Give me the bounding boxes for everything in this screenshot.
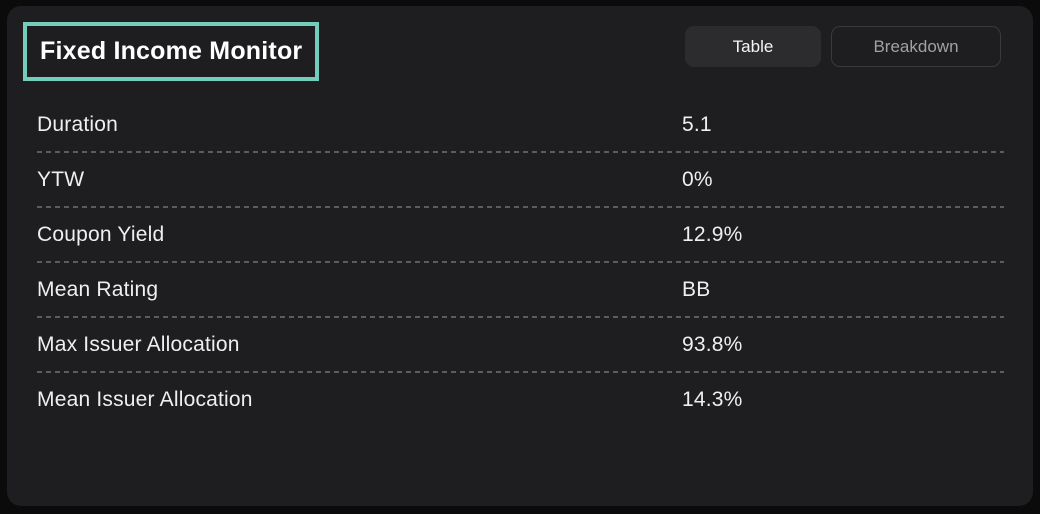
metric-label: YTW bbox=[37, 168, 85, 191]
table-row-mean-rating: Mean Rating BB bbox=[37, 263, 1004, 318]
metric-label: Duration bbox=[37, 113, 118, 136]
table-row-duration: Duration 5.1 bbox=[37, 98, 1004, 153]
page-title: Fixed Income Monitor bbox=[40, 37, 303, 65]
table-row-coupon-yield: Coupon Yield 12.9% bbox=[37, 208, 1004, 263]
tab-breakdown[interactable]: Breakdown bbox=[831, 26, 1001, 67]
table-row-mean-issuer-allocation: Mean Issuer Allocation 14.3% bbox=[37, 373, 1004, 428]
metric-label: Mean Rating bbox=[37, 278, 159, 301]
metric-value: 0% bbox=[682, 168, 713, 191]
table-row-ytw: YTW 0% bbox=[37, 153, 1004, 208]
panel-header: Fixed Income Monitor Table Breakdown bbox=[7, 6, 1033, 81]
title-highlight-box: Fixed Income Monitor bbox=[23, 22, 320, 81]
metric-label: Max Issuer Allocation bbox=[37, 333, 240, 356]
fixed-income-monitor-panel: Fixed Income Monitor Table Breakdown Dur… bbox=[7, 6, 1033, 506]
metric-value: 5.1 bbox=[682, 113, 712, 136]
tab-table[interactable]: Table bbox=[685, 26, 821, 67]
view-toggle: Table Breakdown bbox=[685, 26, 1001, 67]
metric-label: Mean Issuer Allocation bbox=[37, 388, 253, 411]
metric-value: 12.9% bbox=[682, 223, 743, 246]
metric-value: BB bbox=[682, 278, 711, 301]
metric-label: Coupon Yield bbox=[37, 223, 165, 246]
metric-value: 14.3% bbox=[682, 388, 743, 411]
metrics-table: Duration 5.1 YTW 0% Coupon Yield 12.9% M… bbox=[37, 98, 1004, 428]
metric-value: 93.8% bbox=[682, 333, 743, 356]
table-row-max-issuer-allocation: Max Issuer Allocation 93.8% bbox=[37, 318, 1004, 373]
